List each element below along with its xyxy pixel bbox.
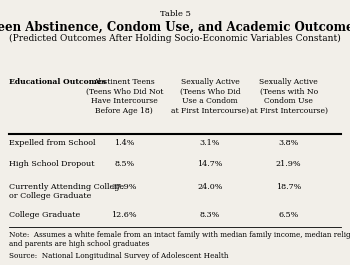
Text: 24.0%: 24.0% — [197, 183, 223, 191]
Text: Teen Abstinence, Condom Use, and Academic Outcomes: Teen Abstinence, Condom Use, and Academi… — [0, 21, 350, 34]
Text: 8.5%: 8.5% — [114, 160, 134, 168]
Text: 37.9%: 37.9% — [112, 183, 137, 191]
Text: College Graduate: College Graduate — [9, 211, 80, 219]
Text: 1.4%: 1.4% — [114, 139, 134, 147]
Text: 8.3%: 8.3% — [200, 211, 220, 219]
Text: 14.7%: 14.7% — [197, 160, 223, 168]
Text: High School Dropout: High School Dropout — [9, 160, 94, 168]
Text: Abstinent Teens
(Teens Who Did Not
Have Intercourse
Before Age 18): Abstinent Teens (Teens Who Did Not Have … — [85, 78, 163, 115]
Text: 3.1%: 3.1% — [200, 139, 220, 147]
Text: Expelled from School: Expelled from School — [9, 139, 95, 147]
Text: 12.6%: 12.6% — [111, 211, 137, 219]
Text: Currently Attending College
or College Graduate: Currently Attending College or College G… — [9, 183, 124, 200]
Text: (Predicted Outcomes After Holding Socio-Economic Variables Constant): (Predicted Outcomes After Holding Socio-… — [9, 34, 341, 43]
Text: Educational Outcomes: Educational Outcomes — [9, 78, 106, 86]
Text: Sexually Active
(Teens Who Did
Use a Condom
at First Intercourse): Sexually Active (Teens Who Did Use a Con… — [171, 78, 249, 115]
Text: Source:  National Longitudinal Survey of Adolescent Health: Source: National Longitudinal Survey of … — [9, 252, 228, 260]
Text: Sexually Active
(Teens with No
Condom Use
at First Intercourse): Sexually Active (Teens with No Condom Us… — [250, 78, 328, 115]
Text: 6.5%: 6.5% — [279, 211, 299, 219]
Text: 3.8%: 3.8% — [279, 139, 299, 147]
Text: 21.9%: 21.9% — [276, 160, 302, 168]
Text: Note:  Assumes a white female from an intact family with median family income, m: Note: Assumes a white female from an int… — [9, 231, 350, 248]
Text: 18.7%: 18.7% — [276, 183, 301, 191]
Text: Table 5: Table 5 — [160, 10, 190, 18]
